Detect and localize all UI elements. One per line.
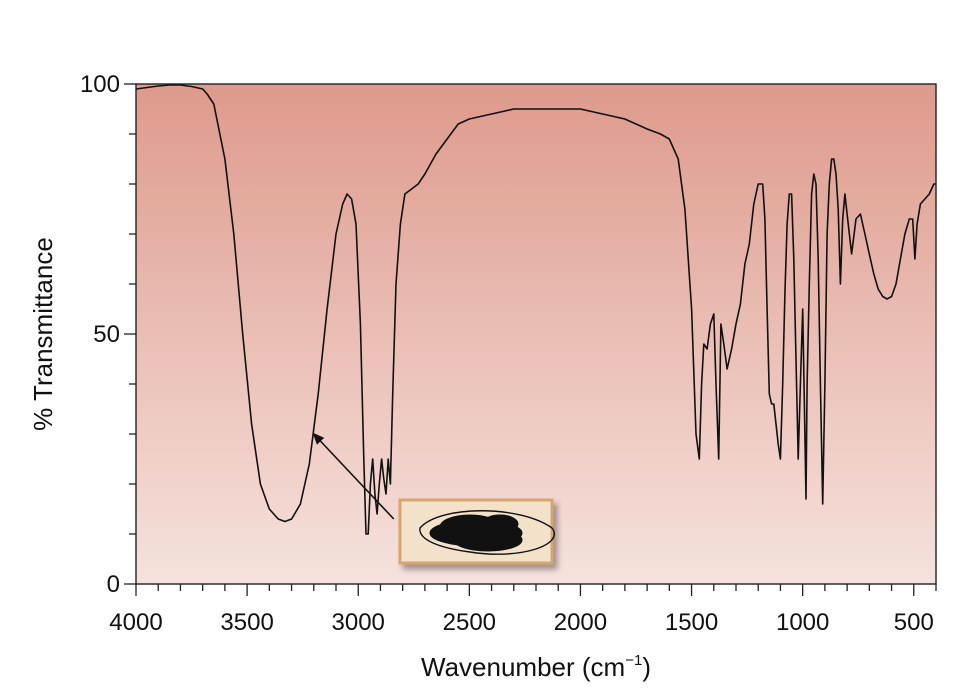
x-tick-label: 1000 [776,609,829,636]
y-axis-title: % Transmittance [28,237,58,431]
spectrum-line [135,84,936,535]
plot-frame [135,83,937,585]
x-tick-label: 2000 [554,609,607,636]
annotation-arrow [312,432,395,520]
x-tick-label: 3000 [332,609,385,636]
y-tick-label: 50 [93,321,120,348]
y-tick-label: 100 [80,71,120,98]
x-tick-label: 500 [894,609,934,636]
x-tick-label: 2500 [443,609,496,636]
x-axis-title: Wavenumber (cm−1) [421,652,651,682]
x-tick-label: 1500 [665,609,718,636]
x-tick-label: 4000 [109,609,162,636]
scribble-redaction [419,510,555,555]
y-tick-label: 0 [107,571,120,598]
x-tick-label: 3500 [220,609,273,636]
y-axis-ticks: 0 50 100 [80,71,136,598]
annotation-box [398,498,555,565]
x-axis-ticks: 4000 3500 3000 2500 2000 1500 1000 500 [109,584,937,636]
